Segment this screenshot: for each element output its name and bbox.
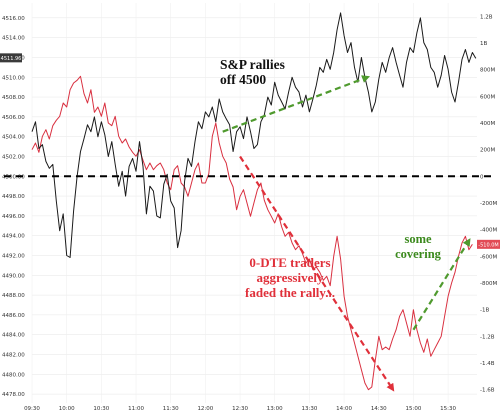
right-tick-label: 800M: [480, 68, 495, 74]
x-tick-label: 10:30: [93, 406, 109, 412]
x-tick-label: 11:00: [128, 406, 144, 412]
annotation-text: off 4500: [220, 72, 266, 87]
left-tick-label: 4506.00: [2, 115, 25, 121]
x-tick-label: 14:30: [371, 406, 387, 412]
left-tick-label: 4496.00: [2, 214, 25, 220]
left-tick-label: 4492.00: [2, 253, 25, 259]
x-tick-label: 12:30: [232, 406, 248, 412]
annotation-text: faded the rally...: [245, 285, 335, 300]
left-tick-label: 4494.00: [2, 234, 25, 240]
left-tick-label: 4488.00: [2, 293, 25, 299]
series-layer: [31, 12, 477, 391]
annotation-text: covering: [395, 247, 442, 261]
left-axis: 4516.004514.004512.004510.004508.004506.…: [2, 16, 25, 398]
left-tick-label: 4498.00: [2, 194, 25, 200]
x-tick-label: 12:00: [197, 406, 213, 412]
left-tick-label: 4504.00: [2, 135, 25, 141]
right-last-value-badge: [477, 239, 500, 249]
right-tick-label: -400M: [480, 228, 497, 234]
arrow-layer: [222, 75, 471, 392]
right-tick-label: -800M: [480, 281, 497, 287]
right-tick-label: -200M: [480, 201, 497, 207]
right-tick-label: 200M: [480, 148, 495, 154]
odte-delta-line: [31, 75, 473, 391]
left-tick-label: 4508.00: [2, 95, 25, 101]
left-tick-label: 4490.00: [2, 273, 25, 279]
right-tick-label: 1.2B: [480, 14, 493, 20]
x-tick-label: 11:30: [163, 406, 179, 412]
annotation-text: some: [404, 232, 432, 246]
x-tick-label: 09:30: [24, 406, 40, 412]
right-tick-label: -1.4B: [480, 361, 495, 367]
annotation-arrow: [239, 155, 395, 392]
right-axis: 1.2B 1B 800M 600M 400M 200M 0 -200M -400M -600M -8…: [480, 14, 497, 393]
x-tick-label: 13:30: [301, 406, 317, 412]
left-tick-label: 4502.00: [2, 154, 25, 160]
right-tick-label: 0: [480, 174, 484, 180]
annotation-text: S&P rallies: [220, 57, 285, 72]
right-last-value-label: -510.0M: [478, 242, 498, 248]
annotation-text: aggressively: [257, 270, 324, 285]
badge-layer: 4511.96 -510.0M: [0, 53, 500, 249]
right-tick-label: -600M: [480, 254, 497, 260]
annotation-arrow: [222, 75, 371, 133]
right-tick-label: 600M: [480, 94, 495, 100]
x-tick-label: 15:30: [440, 406, 456, 412]
annotation-arrow: [412, 238, 471, 331]
annotation-text: 0-DTE traders: [249, 255, 330, 270]
left-tick-label: 4484.00: [2, 333, 25, 339]
left-tick-label: 4514.00: [2, 36, 25, 42]
right-tick-label: -1.6B: [480, 388, 495, 394]
left-tick-label: 4510.00: [2, 75, 25, 81]
left-tick-label: 4482.00: [2, 352, 25, 358]
x-tick-label: 14:00: [336, 406, 352, 412]
left-last-value-badge: [0, 53, 22, 63]
right-tick-label: -1.2B: [480, 334, 495, 340]
right-tick-label: 400M: [480, 121, 495, 127]
left-tick-label: 4500.00: [2, 174, 25, 180]
spx-price-line: [31, 12, 477, 258]
right-tick-label: -1B: [480, 308, 489, 314]
x-tick-label: 15:00: [405, 406, 421, 412]
x-tick-label: 13:00: [267, 406, 283, 412]
left-tick-label: 4478.00: [2, 392, 25, 398]
x-tick-label: 10:00: [59, 406, 75, 412]
x-axis: 09:30 10:00 10:30 11:00 11:30 12:00 12:30 13:00…: [24, 406, 456, 412]
left-tick-label: 4486.00: [2, 313, 25, 319]
right-tick-label: 1B: [480, 41, 487, 47]
left-tick-label: 4480.00: [2, 372, 25, 378]
left-tick-label: 4516.00: [2, 16, 25, 22]
left-last-value-label: 4511.96: [1, 56, 22, 62]
